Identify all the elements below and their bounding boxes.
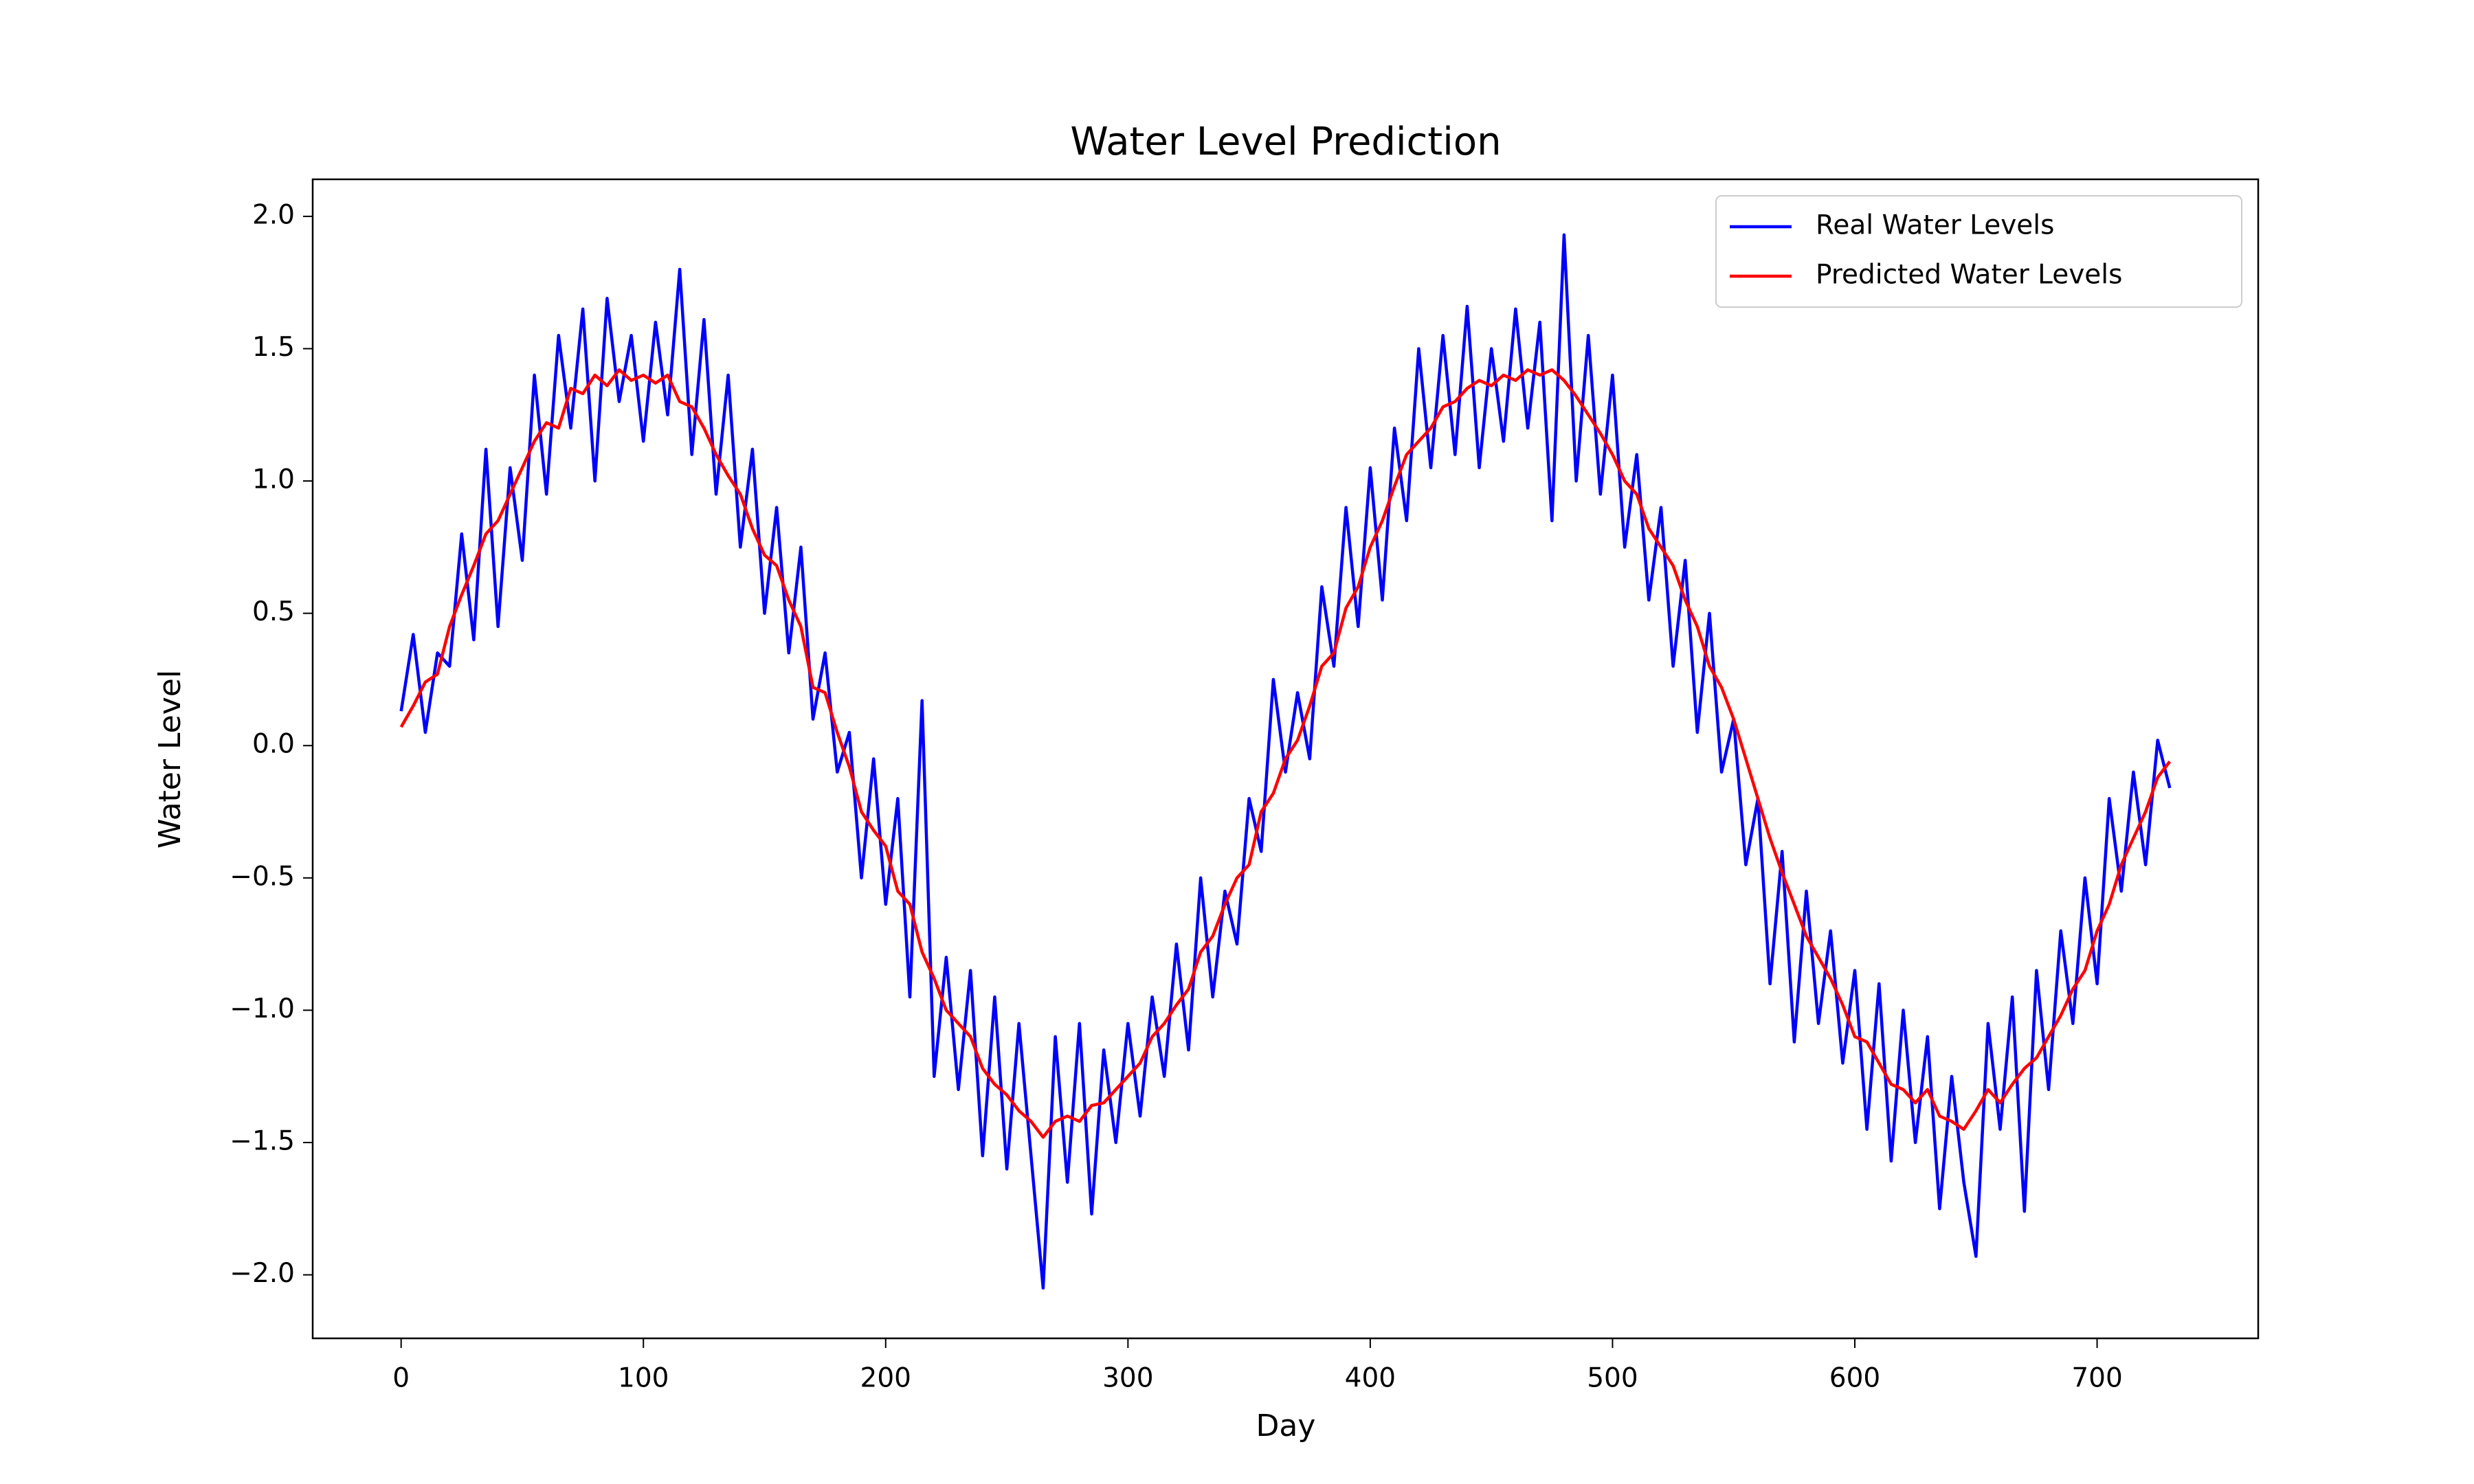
y-tick-label: −0.5 <box>230 861 295 892</box>
x-tick-label: 200 <box>860 1363 911 1394</box>
data-line <box>399 368 2172 1139</box>
legend: Real Water Levels Predicted Water Levels <box>1715 195 2242 308</box>
y-tick-label: 1.0 <box>252 464 295 495</box>
legend-label: Predicted Water Levels <box>1816 260 2122 291</box>
y-tick-label: 0.5 <box>252 596 295 627</box>
y-tick-label: 0.0 <box>252 729 295 760</box>
data-line <box>399 233 2172 1290</box>
y-tick-label: −2.0 <box>230 1258 295 1289</box>
legend-frame <box>1715 195 2242 308</box>
y-tick-label: 1.5 <box>252 332 295 363</box>
x-tick-label: 100 <box>618 1363 669 1394</box>
x-axis-label: Day <box>1256 1408 1316 1443</box>
chart-title: Water Level Prediction <box>1070 120 1501 164</box>
x-tick-label: 700 <box>2071 1363 2122 1394</box>
plot-frame <box>311 178 2260 1340</box>
y-tick-label: −1.0 <box>230 993 295 1024</box>
x-tick-label: 500 <box>1587 1363 1638 1394</box>
x-tick-label: 400 <box>1345 1363 1396 1394</box>
x-tick-label: 600 <box>1829 1363 1880 1394</box>
y-axis-label: Water Level <box>153 670 188 848</box>
x-tick-label: 0 <box>392 1363 410 1394</box>
y-tick-label: 2.0 <box>252 199 295 230</box>
x-tick-label: 300 <box>1102 1363 1153 1394</box>
legend-label: Real Water Levels <box>1816 210 2054 241</box>
y-tick-label: −1.5 <box>230 1125 295 1156</box>
